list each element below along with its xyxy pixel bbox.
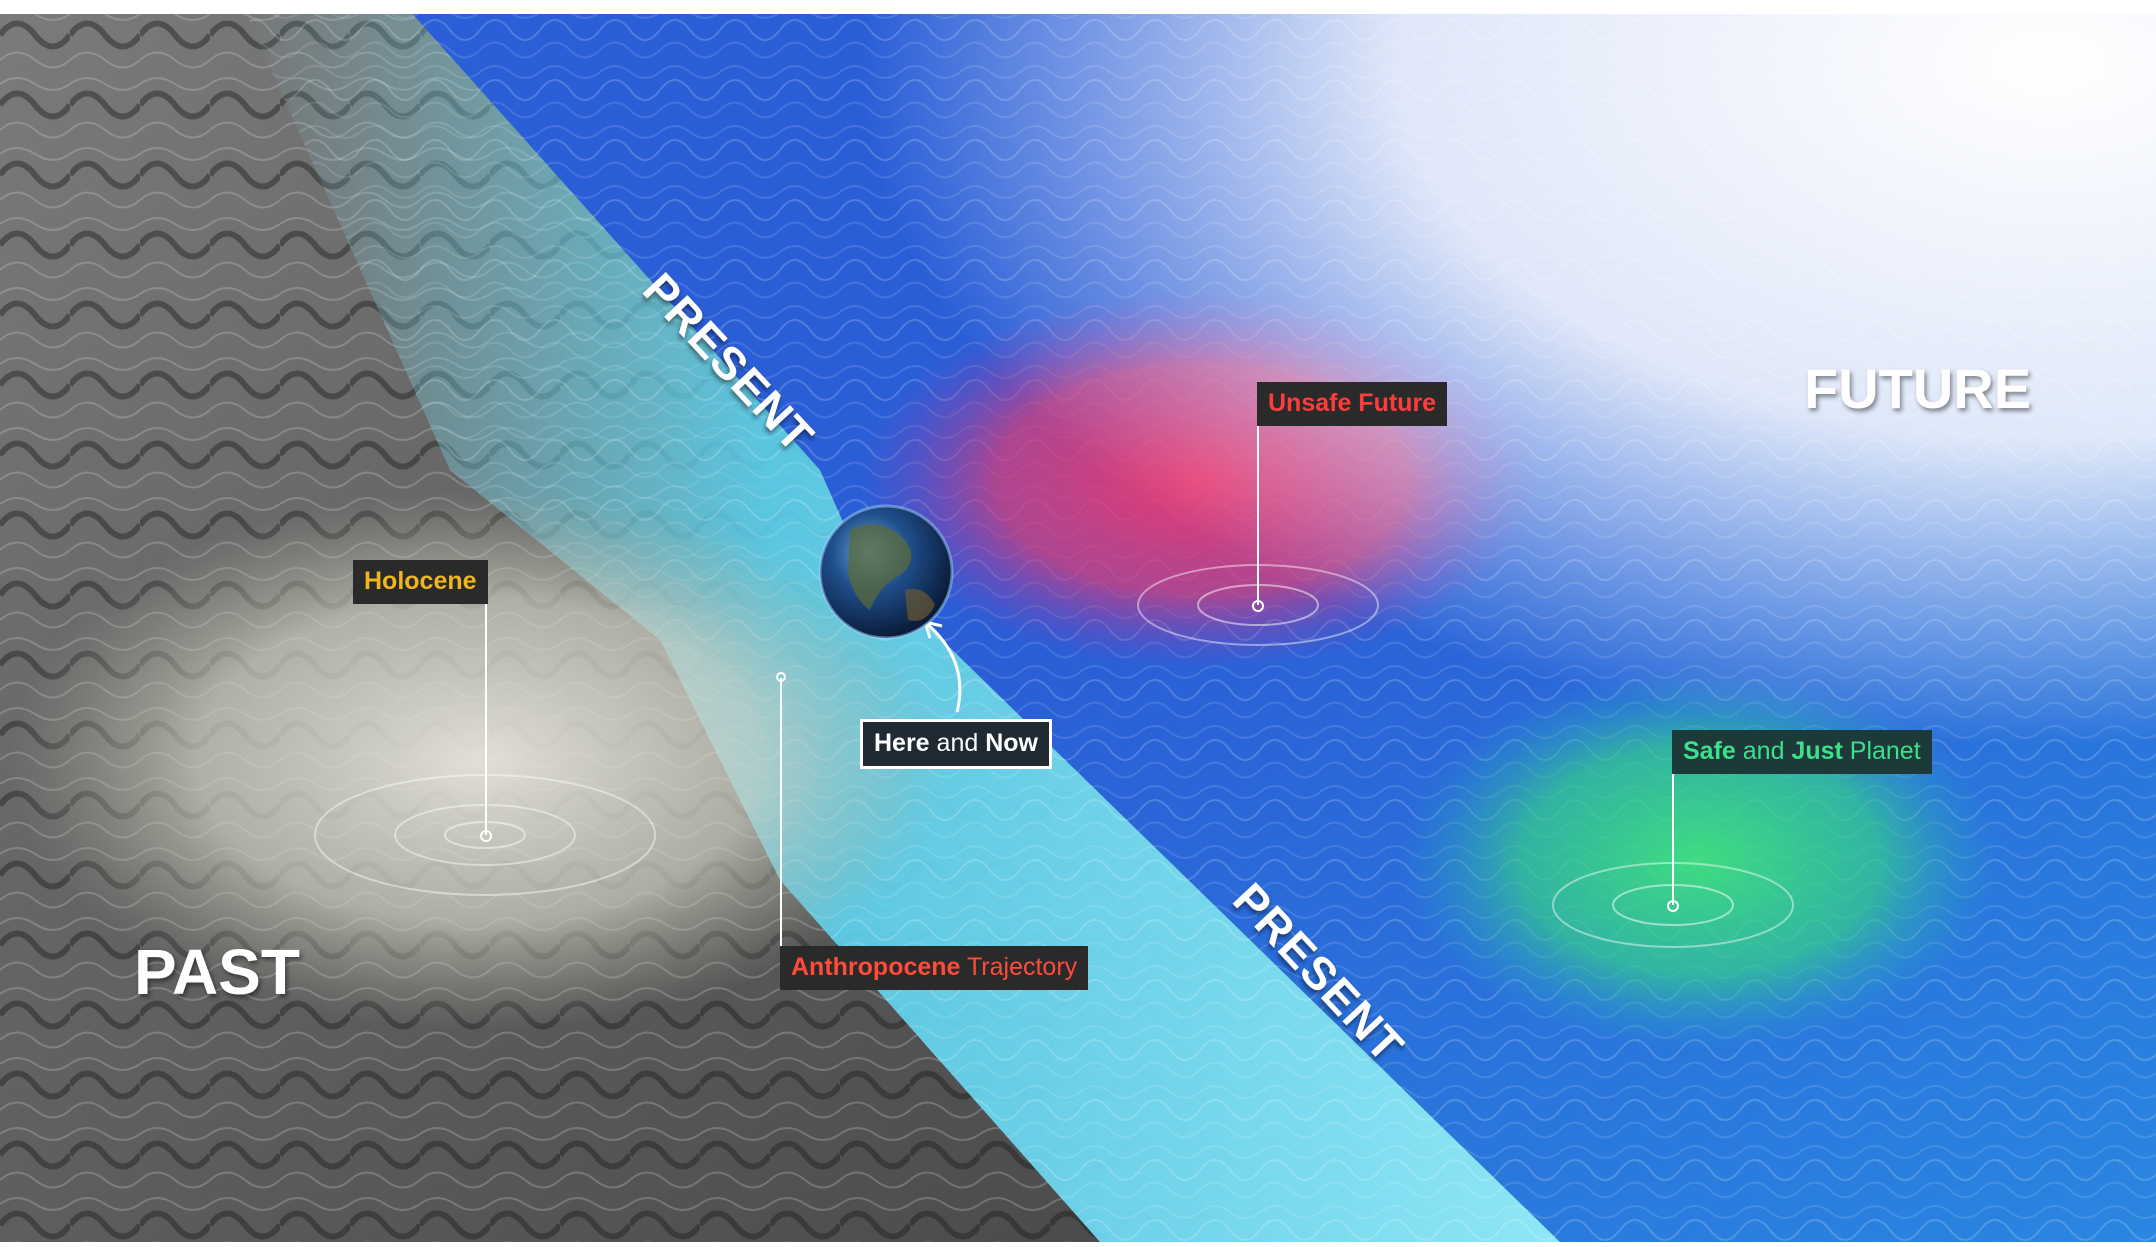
and-word: and — [929, 729, 986, 757]
here-now-pointer — [924, 620, 962, 713]
holocene-pin-dot — [480, 830, 492, 842]
anthropocene-trajectory-label: Anthropocene Trajectory — [780, 946, 1089, 990]
past-label: PAST — [134, 936, 300, 1008]
unsafe-pin-dot — [1252, 600, 1264, 612]
earth-globe-icon — [818, 504, 954, 640]
here-word: Here — [874, 729, 930, 757]
planet-word: Planet — [1842, 737, 1921, 765]
trajectory-word: Trajectory — [960, 953, 1078, 981]
safe-word: Safe — [1683, 737, 1736, 765]
safe-just-planet-label: Safe and Just Planet — [1672, 730, 1932, 774]
anthropocene-word: Anthropocene — [791, 953, 961, 981]
just-word: Just — [1791, 737, 1843, 765]
and-word: and — [1735, 737, 1792, 765]
now-word: Now — [985, 729, 1038, 757]
top-edge — [0, 0, 2156, 14]
holocene-label: Holocene — [353, 560, 488, 604]
unsafe-future-label: Unsafe Future — [1257, 382, 1448, 426]
here-and-now-label: Here and Now — [860, 719, 1052, 769]
anthropocene-pin-dot — [776, 672, 786, 682]
safe-pin-dot — [1667, 900, 1679, 912]
future-label: FUTURE — [1804, 357, 2032, 420]
